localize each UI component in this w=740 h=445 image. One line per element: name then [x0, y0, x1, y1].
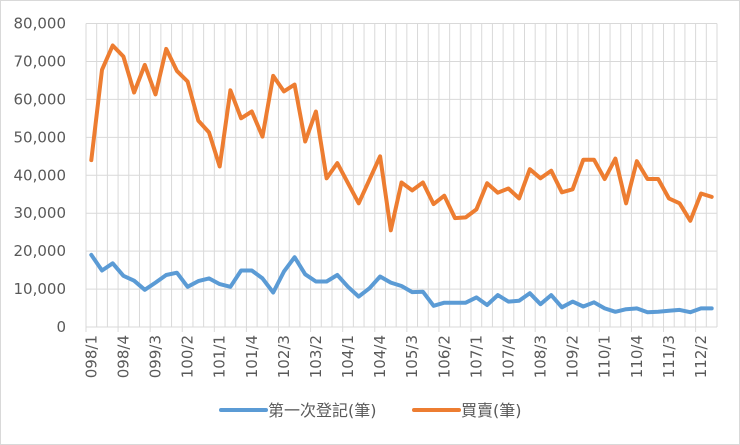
x-tick-label: 110/4 — [628, 335, 646, 378]
y-tick-label: 70,000 — [14, 52, 67, 70]
series-line-0 — [89, 252, 714, 315]
series-lines — [89, 43, 714, 315]
legend-item-first-registration[interactable]: 第一次登記(筆) — [219, 401, 377, 420]
gridlines — [85, 23, 718, 332]
x-tick-label: 101/4 — [243, 335, 261, 378]
x-tick-label: 109/2 — [564, 335, 582, 378]
x-tick-label: 107/1 — [467, 335, 485, 378]
y-axis: 0 10,000 20,000 30,000 40,000 50,000 60,000 70,… — [14, 15, 67, 337]
y-tick-label: 80,000 — [14, 15, 67, 33]
x-tick-label: 099/3 — [147, 335, 165, 378]
x-tick-label: 101/1 — [211, 335, 229, 378]
x-tick-label: 106/2 — [435, 335, 453, 378]
y-tick-label: 0 — [56, 318, 66, 336]
x-tick-label: 104/4 — [371, 335, 389, 378]
y-tick-label: 20,000 — [14, 242, 67, 260]
legend: 第一次登記(筆) 買賣(筆) — [219, 401, 522, 420]
y-tick-label: 10,000 — [14, 280, 67, 298]
y-tick-label: 30,000 — [14, 204, 67, 222]
x-tick-label: 108/3 — [532, 335, 550, 378]
y-tick-label: 60,000 — [14, 90, 67, 108]
x-tick-label: 098/4 — [114, 335, 132, 378]
legend-label-first-registration: 第一次登記(筆) — [268, 401, 377, 420]
x-tick-label: 100/2 — [179, 335, 197, 378]
x-tick-label: 098/1 — [82, 335, 100, 378]
x-tick-label: 102/3 — [275, 335, 293, 378]
x-tick-label: 103/2 — [307, 335, 325, 378]
x-tick-label: 112/2 — [692, 335, 710, 378]
x-tick-label: 111/3 — [660, 335, 678, 378]
x-tick-label: 110/1 — [596, 335, 614, 378]
series-line-1 — [89, 43, 714, 233]
x-tick-label: 105/3 — [403, 335, 421, 378]
legend-label-sale: 買賣(筆) — [461, 401, 522, 420]
y-tick-label: 40,000 — [14, 166, 67, 184]
x-tick-label: 104/1 — [339, 335, 357, 378]
x-tick-label: 107/4 — [499, 335, 517, 378]
y-tick-label: 50,000 — [14, 128, 67, 146]
legend-item-sale[interactable]: 買賣(筆) — [412, 401, 522, 420]
x-axis: 098/1 098/4 099/3 100/2 101/1 101/4 102/3 103/2… — [82, 335, 710, 378]
